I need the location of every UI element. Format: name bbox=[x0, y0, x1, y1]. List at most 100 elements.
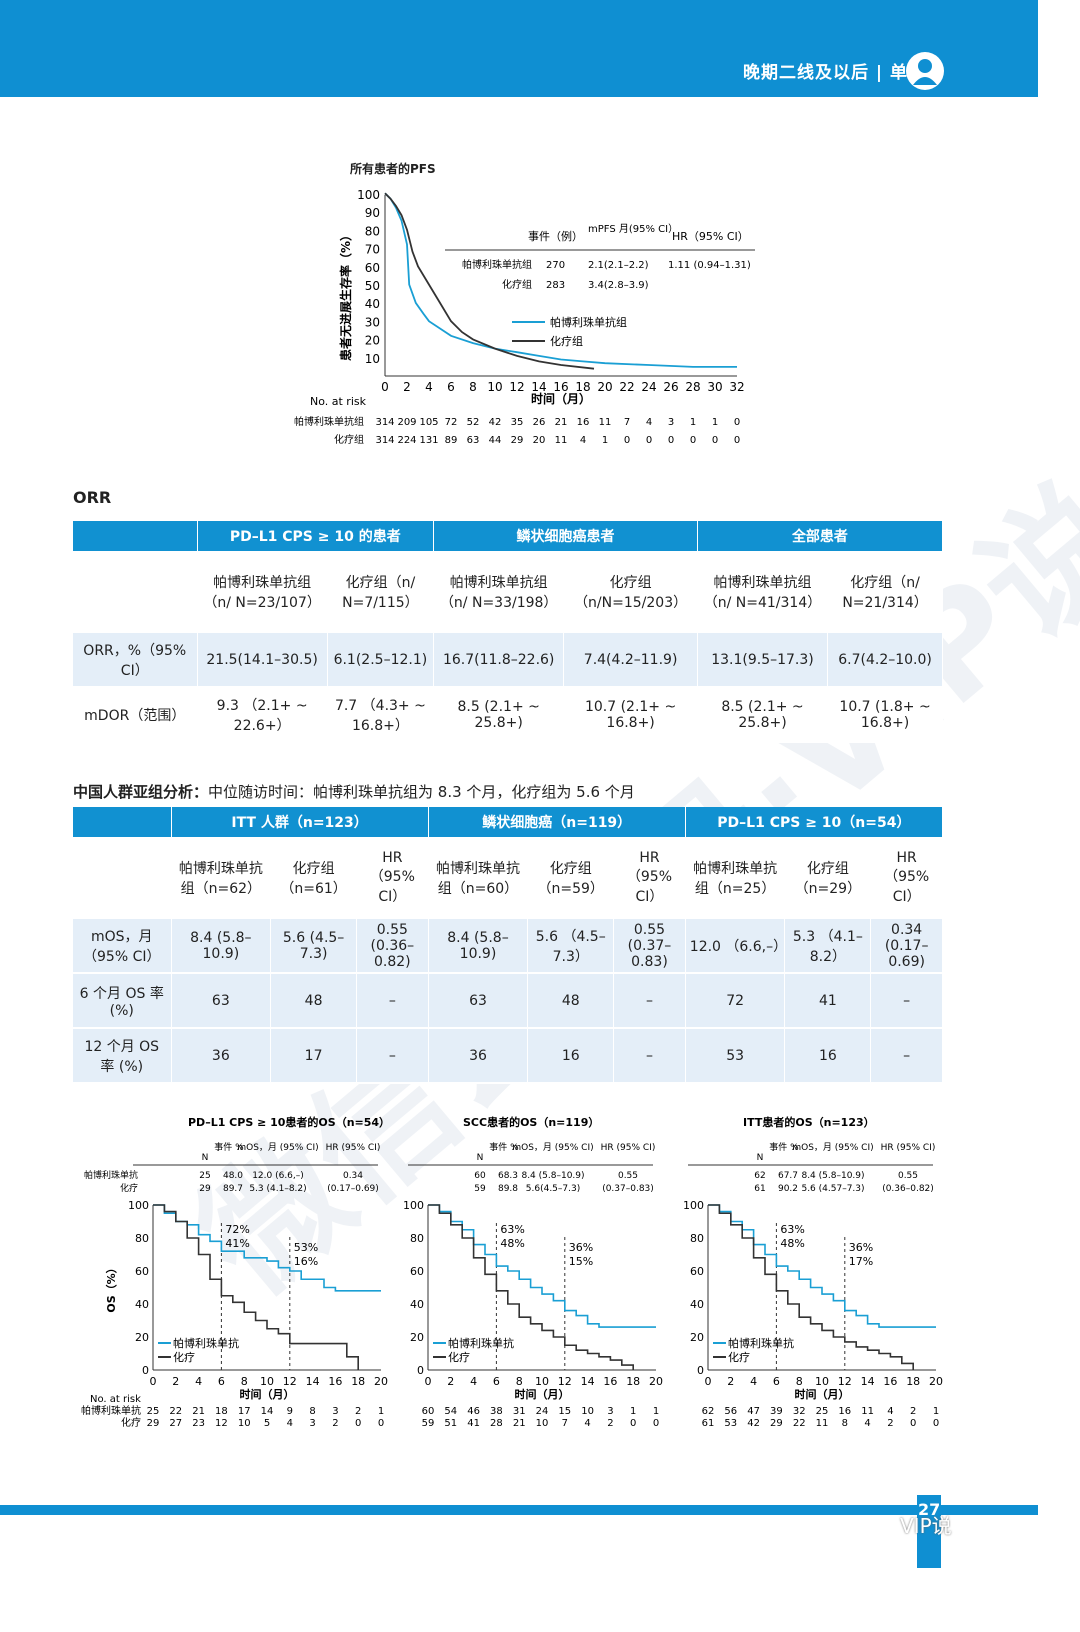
pfs-x-tick: 6 bbox=[447, 380, 455, 394]
os-table-n: 29 bbox=[199, 1184, 211, 1194]
orr-subheader: 化疗组（n/ N=7/115） bbox=[327, 552, 435, 633]
os-table-hr: 0.34 bbox=[343, 1171, 363, 1181]
os-table-header: 事件 % bbox=[214, 1141, 244, 1153]
os-risk-value: 39 bbox=[770, 1406, 783, 1417]
os-risk-value: 21 bbox=[192, 1406, 205, 1417]
os-chemo-curve bbox=[708, 1204, 914, 1370]
os-risk-value: 23 bbox=[192, 1418, 205, 1429]
pfs-table-events: 283 bbox=[546, 280, 565, 291]
orr-cell: 8.5 (2.1+ ~ 25.8+) bbox=[433, 687, 565, 743]
os-table-header: 事件 % bbox=[769, 1141, 799, 1153]
pfs-table-mpfs: 3.4(2.8–3.9) bbox=[588, 280, 649, 291]
china-subheader: 帕博利珠单抗组（n=25） bbox=[685, 838, 786, 919]
china-cell: 48 bbox=[270, 973, 357, 1029]
pfs-y-tick: 70 bbox=[365, 243, 380, 257]
china-title-rest: 中位随访时间：帕博利珠单抗组为 8.3 个月，化疗组为 5.6 个月 bbox=[208, 783, 635, 801]
pfs-risk-value: 63 bbox=[467, 435, 480, 446]
os-risk-value: 3 bbox=[332, 1406, 338, 1417]
china-cell: 0.55 (0.36–0.82) bbox=[356, 918, 429, 974]
china-cell: – bbox=[613, 1028, 686, 1084]
china-subheader: HR（95% CI） bbox=[870, 838, 943, 919]
pfs-x-tick: 4 bbox=[425, 380, 433, 394]
os-risk-value: 21 bbox=[513, 1418, 526, 1429]
os-chart-title: PD–L1 CPS ≥ 10患者的OS（n=54） bbox=[188, 1115, 390, 1129]
pfs-table-header: mPFS 月(95% CI） bbox=[588, 223, 678, 235]
os-12mo-pembro: 36% bbox=[569, 1241, 593, 1254]
os-x-tick: 10 bbox=[815, 1375, 829, 1388]
pfs-risk-name: 化疗组 bbox=[334, 433, 364, 446]
os-risk-value: 0 bbox=[355, 1418, 361, 1429]
orr-title: ORR bbox=[73, 488, 112, 507]
os-risk-value: 5 bbox=[264, 1418, 270, 1429]
os-risk-value: 10 bbox=[581, 1406, 594, 1417]
os-6mo-pembro: 63% bbox=[780, 1223, 804, 1236]
os-x-label: 时间（月） bbox=[240, 1387, 295, 1401]
os-table-header: HR (95% CI) bbox=[881, 1143, 936, 1153]
os-table-hr: (0.17–0.69) bbox=[327, 1184, 379, 1194]
pfs-risk-value: 1 bbox=[712, 417, 718, 428]
pfs-x-tick: 18 bbox=[575, 380, 590, 394]
os-table-mos: 8.4 (5.8–10.9) bbox=[801, 1171, 864, 1181]
os-x-tick: 10 bbox=[535, 1375, 549, 1388]
china-cell: 5.3 （4.1–8.2） bbox=[784, 918, 872, 974]
os-risk-name: 帕博利珠单抗 bbox=[81, 1404, 141, 1417]
orr-cell: 16.7(11.8–22.6) bbox=[433, 632, 565, 688]
pfs-x-tick: 0 bbox=[381, 380, 389, 394]
china-subheader: HR（95% CI） bbox=[356, 838, 429, 919]
pfs-title: 所有患者的PFS bbox=[350, 162, 436, 176]
os-x-tick: 6 bbox=[218, 1375, 225, 1388]
os-y-tick: 20 bbox=[135, 1331, 149, 1344]
os-6mo-chemo: 48% bbox=[500, 1237, 524, 1250]
os-table-group: 化疗 bbox=[120, 1182, 138, 1194]
os-risk-value: 59 bbox=[422, 1418, 435, 1429]
pfs-y-tick: 100 bbox=[357, 188, 380, 202]
china-subheader: 化疗组（n=29） bbox=[784, 838, 872, 919]
os-risk-value: 14 bbox=[261, 1406, 274, 1417]
os-y-tick: 60 bbox=[690, 1265, 704, 1278]
os-risk-value: 9 bbox=[287, 1406, 293, 1417]
os-risk-value: 1 bbox=[378, 1406, 384, 1417]
os-chemo-curve bbox=[428, 1204, 634, 1370]
pfs-risk-value: 44 bbox=[489, 435, 502, 446]
os-x-tick: 8 bbox=[516, 1375, 523, 1388]
pfs-y-tick: 40 bbox=[365, 297, 380, 311]
pfs-risk-value: 72 bbox=[445, 417, 458, 428]
user-icon bbox=[906, 52, 944, 90]
page-header: 晚期二线及以后 | 单药 bbox=[0, 0, 1038, 97]
orr-cell: 9.3 （2.1+ ~ 22.6+） bbox=[197, 687, 328, 743]
os-table-event: 48.0 bbox=[223, 1171, 243, 1181]
os-risk-value: 53 bbox=[724, 1418, 737, 1429]
os-table-event: 89.8 bbox=[498, 1184, 518, 1194]
os-y-tick: 100 bbox=[403, 1199, 424, 1212]
os-y-tick: 100 bbox=[128, 1199, 149, 1212]
os-risk-value: 22 bbox=[169, 1406, 182, 1417]
os-risk-value: 24 bbox=[536, 1406, 549, 1417]
os-12mo-pembro: 36% bbox=[849, 1241, 873, 1254]
china-row-label: 12 个月 OS 率 (%) bbox=[73, 1028, 172, 1084]
os-risk-value: 22 bbox=[793, 1418, 806, 1429]
pfs-x-tick: 14 bbox=[531, 380, 546, 394]
pfs-table-group: 帕博利珠单抗组 bbox=[462, 258, 532, 271]
pfs-risk-value: 131 bbox=[419, 435, 438, 446]
china-title: 中国人群亚组分析：中位随访时间：帕博利珠单抗组为 8.3 个月，化疗组为 5.6… bbox=[73, 781, 635, 802]
pfs-risk-value: 4 bbox=[646, 417, 652, 428]
os-6mo-chemo: 41% bbox=[225, 1237, 249, 1250]
os-table-header: 事件 % bbox=[489, 1141, 519, 1153]
orr-table: PD–L1 CPS ≥ 10 的患者 鳞状细胞癌患者 全部患者 帕博利珠单抗组（… bbox=[73, 521, 944, 743]
pfs-risk-value: 3 bbox=[668, 417, 674, 428]
os-table-header: N bbox=[757, 1153, 764, 1163]
os-risk-value: 0 bbox=[630, 1418, 636, 1429]
china-subheader: 化疗组（n=61） bbox=[270, 838, 357, 919]
os-risk-value: 7 bbox=[562, 1418, 568, 1429]
os-legend-chemo: 化疗 bbox=[448, 1350, 470, 1364]
orr-cell: 7.7 （4.3+ ~ 16.8+） bbox=[327, 687, 435, 743]
pfs-x-tick: 12 bbox=[509, 380, 524, 394]
pfs-risk-value: 0 bbox=[690, 435, 696, 446]
os-chart: PD–L1 CPS ≥ 10患者的OS（n=54） 事件 %mOS，月 (95% … bbox=[81, 1115, 390, 1429]
os-chart: SCC患者的OS（n=119） 事件 %mOS，月 (95% CI) HR (95%… bbox=[403, 1115, 663, 1429]
os-legend-pembro: 帕博利珠单抗 bbox=[728, 1336, 794, 1350]
os-table-event: 68.3 bbox=[498, 1171, 518, 1181]
brand-watermark: VIP说 bbox=[900, 1514, 952, 1538]
os-chart: ITT患者的OS（n=123） 事件 %mOS，月 (95% CI) HR (95%… bbox=[683, 1115, 943, 1429]
os-pembro-curve bbox=[428, 1204, 656, 1328]
